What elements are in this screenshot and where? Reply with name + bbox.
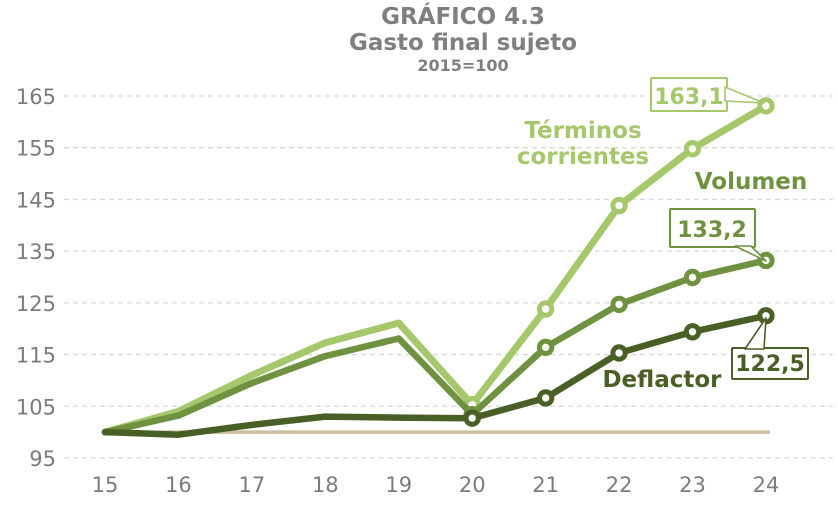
- x-tick-21: 21: [532, 473, 559, 497]
- gridlines: [64, 95, 833, 459]
- series-volumen: [101, 251, 775, 436]
- x-tick-18: 18: [312, 473, 339, 497]
- x-tick-19: 19: [385, 473, 412, 497]
- x-tick-16: 16: [165, 473, 192, 497]
- callout-pointer-deflactor: [744, 317, 767, 350]
- series-line-t-rminos-corrientes: [101, 102, 770, 436]
- x-tick-24: 24: [753, 473, 780, 497]
- callout-box-volumen: [669, 208, 756, 248]
- callout-pointer-t-rminos-corrientes: [724, 86, 765, 104]
- y-tick-105: 105: [16, 395, 56, 419]
- callout-volumen: 133,2: [669, 208, 767, 262]
- x-tick-17: 17: [239, 473, 266, 497]
- y-axis-labels: 95 105 115 125 135 145 155 165: [16, 85, 56, 471]
- series-label-t-rminos-corrientes: corrientes: [517, 144, 649, 170]
- data-point-t-rminos-corrientes-22: [610, 196, 628, 215]
- series-deflactor: [101, 307, 775, 438]
- callout-value-volumen: 133,2: [677, 218, 747, 243]
- series-label-volumen: Volumen: [695, 169, 808, 195]
- data-point-volumen-21: [536, 338, 555, 357]
- series-line-volumen: [101, 257, 770, 436]
- data-point-deflactor-21: [536, 389, 555, 407]
- data-point-t-rminos-corrientes-23: [683, 140, 702, 158]
- data-point-volumen-22: [610, 295, 628, 314]
- series-label-t-rminos-corrientes: Términos: [524, 118, 641, 144]
- y-tick-165: 165: [16, 85, 56, 109]
- x-tick-15: 15: [92, 473, 119, 497]
- y-tick-95: 95: [29, 447, 56, 471]
- series-t-rminos-corrientes: [101, 97, 775, 436]
- callout-pointer-volumen: [734, 245, 767, 262]
- callout-deflactor: 122,5: [731, 317, 809, 380]
- chart-subtitle: Gasto final sujeto: [348, 30, 578, 57]
- y-tick-135: 135: [16, 240, 56, 264]
- y-tick-145: 145: [16, 188, 56, 212]
- data-point-deflactor-22: [610, 344, 628, 362]
- callout-value-t-rminos-corrientes: 163,1: [654, 85, 724, 110]
- x-tick-20: 20: [459, 473, 486, 497]
- chart-title: GRÁFICO 4.3: [381, 4, 545, 30]
- chart-title-block: GRÁFICO 4.3 Gasto final sujeto 2015=100: [63, 4, 838, 75]
- callout-t-rminos-corrientes: 163,1: [650, 77, 765, 112]
- y-tick-115: 115: [16, 344, 56, 368]
- y-tick-125: 125: [16, 292, 56, 316]
- series-line-deflactor: [101, 312, 770, 438]
- callout-box-deflactor: [731, 347, 809, 380]
- x-axis-labels: 15 16 17 18 19 20 21 22 23 24: [92, 473, 780, 497]
- series-label-deflactor: Deflactor: [602, 367, 722, 393]
- data-point-deflactor-23: [683, 323, 702, 341]
- chart-index-note: 2015=100: [417, 55, 509, 75]
- callout-value-deflactor: 122,5: [735, 352, 805, 377]
- x-tick-23: 23: [679, 473, 706, 497]
- x-tick-22: 22: [606, 473, 633, 497]
- y-tick-155: 155: [16, 137, 56, 161]
- data-point-volumen-23: [683, 268, 702, 287]
- data-point-deflactor-20: [463, 409, 481, 427]
- data-point-t-rminos-corrientes-21: [536, 300, 555, 318]
